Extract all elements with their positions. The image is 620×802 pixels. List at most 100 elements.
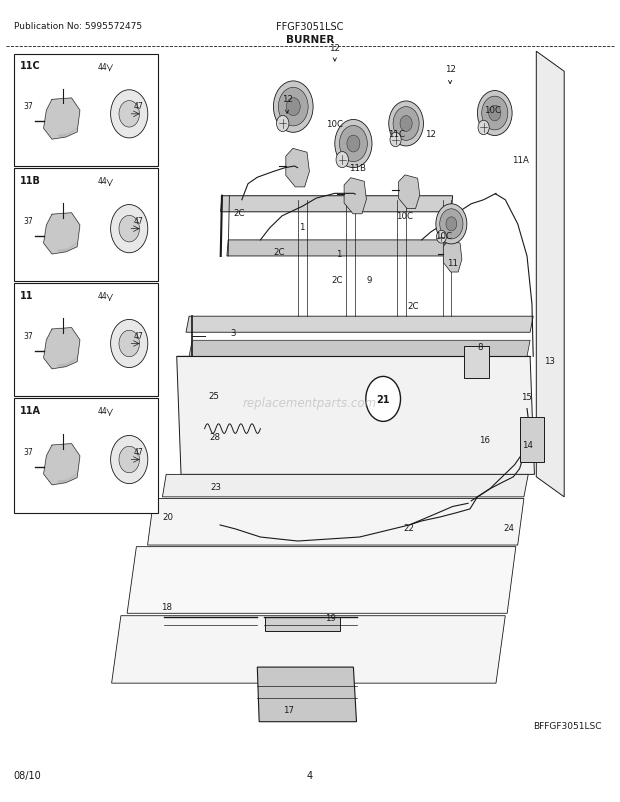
Polygon shape [148,499,524,545]
Text: 1: 1 [299,222,304,232]
Text: 2C: 2C [331,275,342,285]
Polygon shape [58,244,77,253]
Text: 44: 44 [97,63,107,71]
Text: 44: 44 [97,177,107,186]
Polygon shape [43,328,80,369]
Text: 11A: 11A [512,156,529,165]
Text: BFFGF3051LSC: BFFGF3051LSC [533,721,601,730]
Circle shape [110,205,148,253]
Text: 47: 47 [133,102,143,111]
Text: 1: 1 [337,249,342,259]
Polygon shape [257,667,356,722]
Text: BURNER: BURNER [286,35,334,45]
Text: 22: 22 [404,523,415,533]
Circle shape [440,209,463,240]
Text: 19: 19 [325,613,336,622]
Bar [265,617,340,631]
Circle shape [393,107,419,141]
Text: 23: 23 [210,482,221,492]
Text: 20: 20 [162,512,173,522]
Circle shape [119,447,140,473]
Polygon shape [186,317,533,333]
Text: 47: 47 [133,448,143,456]
Polygon shape [127,547,516,614]
Text: 11C: 11C [388,130,405,140]
Polygon shape [227,241,445,257]
Polygon shape [162,475,528,497]
Circle shape [335,120,372,168]
Text: 2C: 2C [233,209,244,218]
Polygon shape [443,241,462,273]
Circle shape [110,320,148,368]
Text: 12: 12 [425,130,436,140]
Circle shape [478,121,489,136]
Polygon shape [286,149,309,188]
Circle shape [347,136,360,152]
Text: 18: 18 [161,602,172,612]
Circle shape [119,330,140,357]
Circle shape [277,116,289,132]
Text: 12: 12 [445,65,456,75]
Text: 9: 9 [367,275,372,285]
Bar [14,399,158,513]
Text: 21: 21 [376,395,390,404]
Polygon shape [189,341,530,357]
Circle shape [119,216,140,242]
Polygon shape [112,616,505,683]
Text: 10C: 10C [326,119,343,129]
Text: 24: 24 [503,523,514,533]
Circle shape [400,116,412,132]
Polygon shape [43,99,80,140]
Text: 3: 3 [231,328,236,338]
Text: 11A: 11A [20,405,41,415]
Polygon shape [177,357,534,475]
Polygon shape [58,129,77,138]
Circle shape [110,436,148,484]
Text: 47: 47 [133,217,143,226]
Text: Publication No: 5995572475: Publication No: 5995572475 [14,22,142,31]
Text: 16: 16 [479,435,490,444]
Circle shape [390,133,401,148]
Circle shape [278,88,308,127]
Text: 37: 37 [23,331,33,341]
Circle shape [273,82,313,133]
Circle shape [110,91,148,139]
Circle shape [340,126,367,162]
Circle shape [366,377,401,422]
Text: 44: 44 [97,292,107,301]
Text: 08/10: 08/10 [14,770,42,780]
Text: 37: 37 [23,448,33,456]
Text: 37: 37 [23,217,33,226]
Text: 2C: 2C [273,248,285,257]
Text: 8: 8 [478,342,483,352]
Bar [520,418,544,462]
Text: 10C: 10C [435,231,453,241]
Circle shape [436,231,446,244]
Text: 11B: 11B [348,164,366,173]
Bar [14,169,158,282]
Circle shape [436,205,467,245]
Circle shape [477,91,512,136]
Text: 11B: 11B [20,176,41,185]
Text: FFGF3051LSC: FFGF3051LSC [277,22,343,32]
Text: 15: 15 [521,392,533,402]
Polygon shape [43,444,80,485]
Circle shape [389,102,423,147]
Bar [14,55,158,167]
Text: 12: 12 [281,95,293,104]
Text: 44: 44 [97,407,107,415]
Text: 14: 14 [522,440,533,450]
Circle shape [286,99,300,116]
Polygon shape [344,179,366,214]
Text: 47: 47 [133,331,143,341]
Text: 37: 37 [23,102,33,111]
Circle shape [489,106,501,122]
Text: 2C: 2C [407,302,419,311]
Text: 10C: 10C [396,212,414,221]
Circle shape [446,217,457,232]
Polygon shape [221,196,453,213]
Text: 11: 11 [20,290,33,300]
Polygon shape [536,52,564,497]
Polygon shape [399,176,420,209]
Polygon shape [43,213,80,254]
